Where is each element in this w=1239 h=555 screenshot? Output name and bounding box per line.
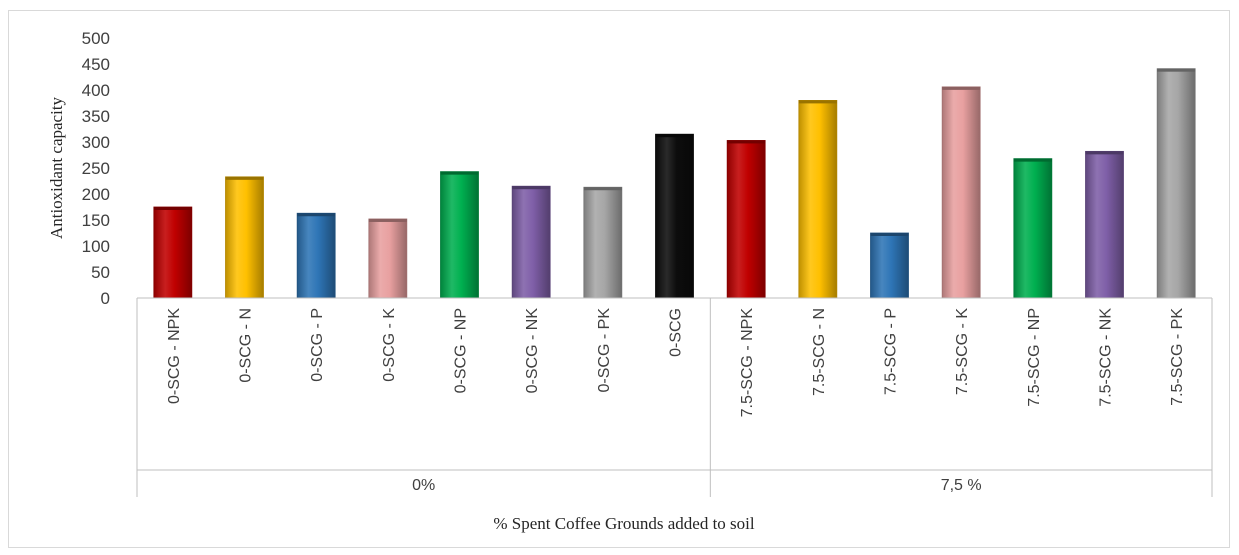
category-label: 0-SCG - NPK — [166, 308, 183, 404]
category-label: 7.5-SCG - NP — [1026, 308, 1043, 407]
bar-top-edge — [942, 86, 981, 90]
bar-top-edge — [655, 134, 694, 138]
category-label: 0-SCG - PK — [596, 308, 613, 393]
bar — [798, 100, 838, 299]
bar — [655, 133, 694, 299]
group-label: 7,5 % — [941, 477, 982, 494]
category-label: 7.5-SCG - PK — [1169, 308, 1186, 406]
bar — [941, 86, 981, 299]
bar — [870, 232, 909, 299]
bar-top-edge — [798, 100, 837, 104]
bar-top-edge — [1085, 151, 1124, 155]
category-label: 7.5-SCG - NPK — [739, 308, 756, 418]
category-label: 7.5-SCG - N — [811, 308, 828, 396]
y-tick-label: 400 — [82, 81, 110, 100]
category-label: 7.5-SCG - K — [954, 308, 971, 395]
y-tick-label: 450 — [82, 55, 110, 74]
category-label: 0-SCG - N — [238, 308, 255, 383]
bar — [368, 218, 408, 299]
y-tick-label: 100 — [82, 237, 110, 256]
plot-area: 0 50 100 150 200 250 300 350 400 450 500 0-SCG - NP… — [82, 29, 1213, 497]
y-tick-label: 500 — [82, 29, 110, 48]
bar — [511, 185, 551, 299]
bar-top-edge — [512, 186, 551, 190]
y-axis-title: Antioxidant capacity — [47, 96, 66, 239]
category-label: 0-SCG - P — [309, 308, 326, 382]
bar-top-edge — [225, 176, 264, 180]
bar-top-edge — [583, 187, 622, 191]
bar — [440, 171, 479, 299]
bar — [1085, 150, 1124, 299]
bar — [296, 212, 336, 299]
bar — [1156, 68, 1196, 299]
bar — [225, 176, 264, 299]
y-tick-label: 50 — [91, 263, 110, 282]
bar-top-edge — [1013, 158, 1052, 162]
bar-top-edge — [870, 233, 909, 236]
bar-top-edge — [153, 207, 192, 210]
y-tick-label: 350 — [82, 107, 110, 126]
category-label: 0-SCG - K — [381, 308, 398, 382]
y-tick-label: 0 — [101, 289, 110, 308]
y-tick-label: 150 — [82, 211, 110, 230]
bar-top-edge — [297, 213, 336, 217]
group-label: 0% — [412, 477, 435, 494]
x-axis-title: % Spent Coffee Grounds added to soil — [493, 514, 755, 533]
bar-top-edge — [1157, 68, 1196, 72]
category-label: 0-SCG — [668, 308, 685, 357]
category-label: 0-SCG - NK — [524, 308, 541, 394]
bar — [153, 206, 193, 299]
bar-top-edge — [368, 218, 407, 222]
bar — [583, 186, 623, 299]
y-tick-label: 300 — [82, 133, 110, 152]
category-label: 7.5-SCG - NK — [1098, 308, 1115, 407]
category-label: 7.5-SCG - P — [883, 308, 900, 395]
category-label: 0-SCG - NP — [453, 308, 470, 393]
y-tick-label: 200 — [82, 185, 110, 204]
bar-top-edge — [727, 140, 766, 144]
bar — [726, 140, 766, 299]
bar-top-edge — [440, 171, 479, 175]
bar — [1013, 158, 1053, 299]
y-tick-label: 250 — [82, 159, 110, 178]
